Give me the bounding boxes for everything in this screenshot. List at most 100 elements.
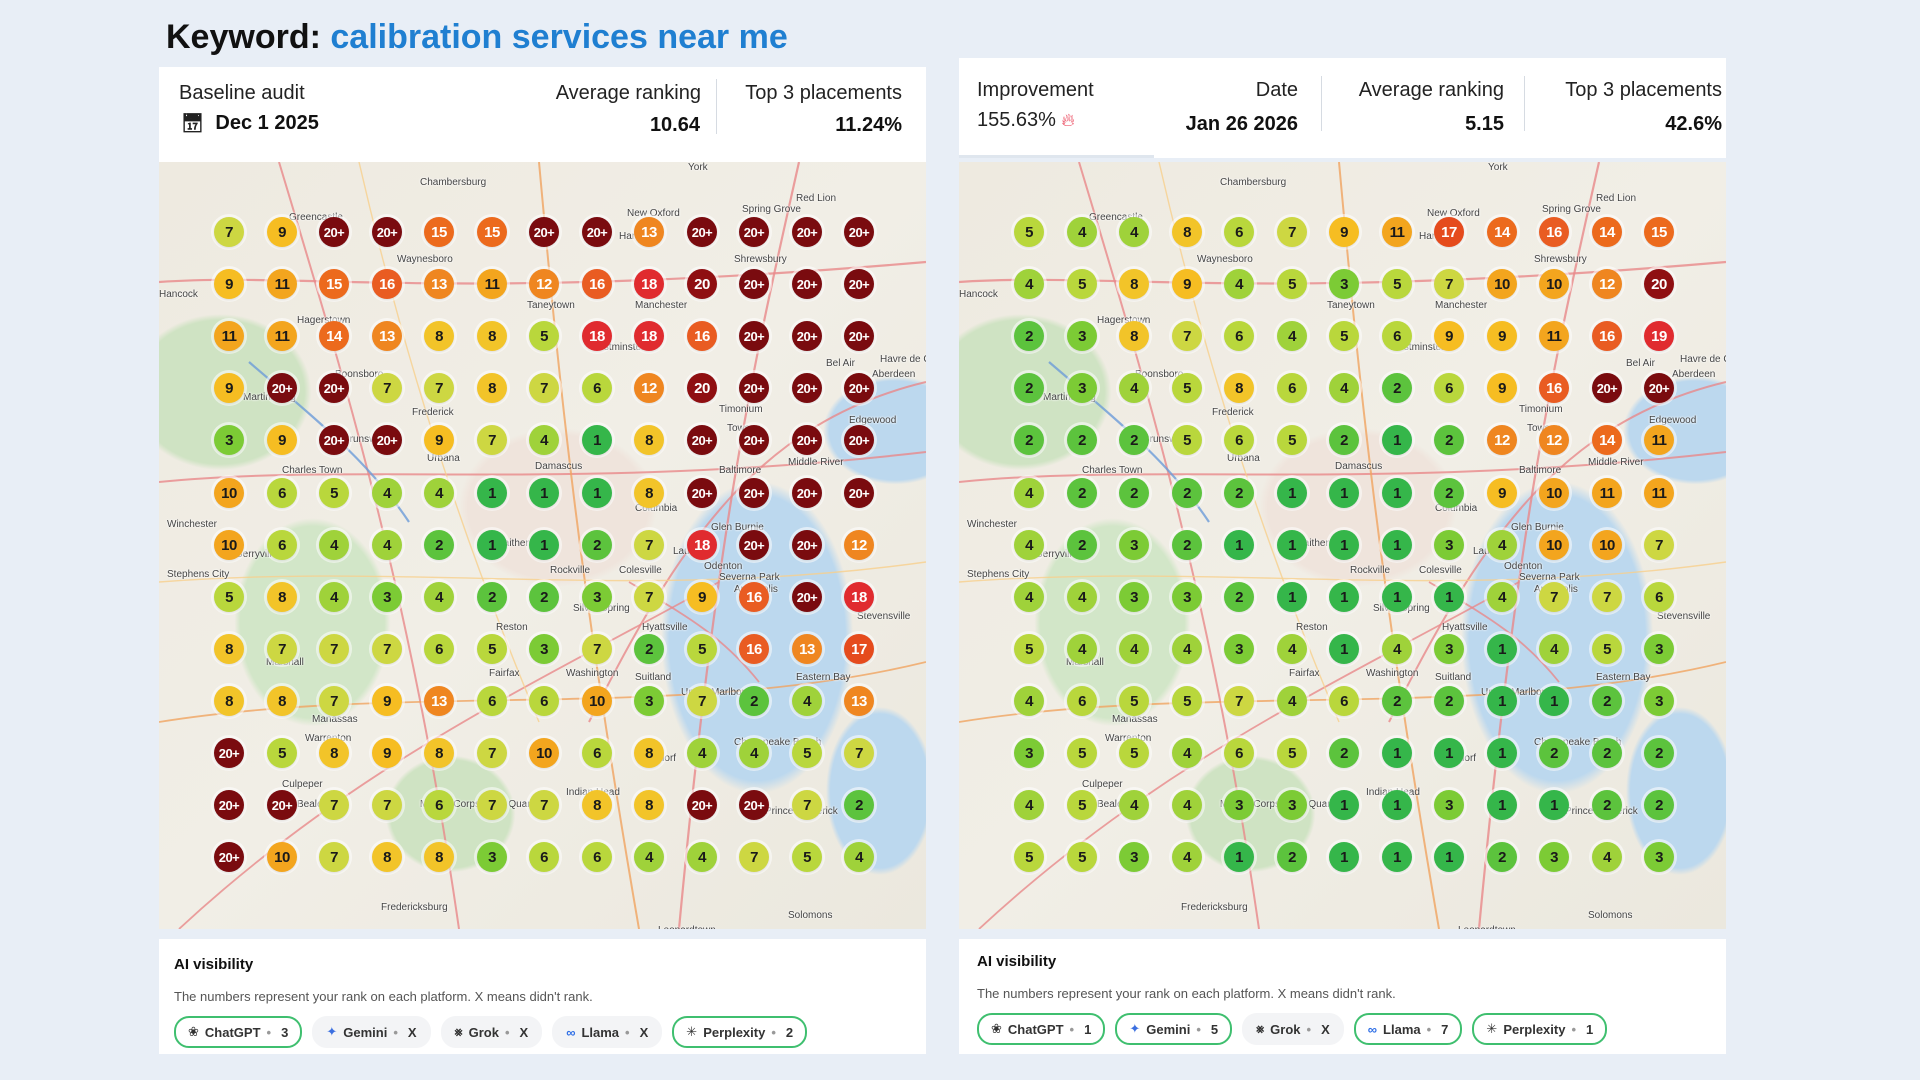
- rank-pin[interactable]: 7: [1224, 686, 1254, 716]
- rank-pin[interactable]: 16: [372, 269, 402, 299]
- rank-pin[interactable]: 11: [1644, 425, 1674, 455]
- rank-pin[interactable]: 11: [267, 321, 297, 351]
- rank-pin[interactable]: 5: [267, 738, 297, 768]
- ai-chip-gemini[interactable]: ✦ Gemini • X: [312, 1016, 431, 1048]
- rank-pin[interactable]: 8: [1172, 217, 1202, 247]
- rank-pin[interactable]: 7: [267, 634, 297, 664]
- rank-pin[interactable]: 11: [1592, 478, 1622, 508]
- rank-pin[interactable]: 9: [267, 425, 297, 455]
- rank-pin[interactable]: 3: [1067, 373, 1097, 403]
- current-rank-map[interactable]: Chambersburg York Red Lion Greencastle Wayne…: [959, 162, 1726, 929]
- rank-pin[interactable]: 4: [739, 738, 769, 768]
- rank-pin[interactable]: 20+: [687, 478, 717, 508]
- rank-pin[interactable]: 4: [1172, 842, 1202, 872]
- rank-pin[interactable]: 7: [372, 634, 402, 664]
- rank-pin[interactable]: 1: [1382, 478, 1412, 508]
- rank-pin[interactable]: 6: [267, 478, 297, 508]
- rank-pin[interactable]: 4: [1277, 634, 1307, 664]
- rank-pin[interactable]: 9: [267, 217, 297, 247]
- rank-pin[interactable]: 20+: [319, 373, 349, 403]
- rank-pin[interactable]: 6: [1329, 686, 1359, 716]
- rank-pin[interactable]: 8: [214, 634, 244, 664]
- rank-pin[interactable]: 1: [1382, 790, 1412, 820]
- rank-pin[interactable]: 8: [372, 842, 402, 872]
- rank-pin[interactable]: 2: [1592, 790, 1622, 820]
- rank-pin[interactable]: 4: [1119, 790, 1149, 820]
- rank-pin[interactable]: 19: [1644, 321, 1674, 351]
- rank-pin[interactable]: 4: [1277, 686, 1307, 716]
- rank-pin[interactable]: 17: [1434, 217, 1464, 247]
- rank-pin[interactable]: 2: [1277, 842, 1307, 872]
- baseline-rank-map[interactable]: Chambersburg York Red Lion Greencastle Wayne…: [159, 162, 926, 929]
- rank-pin[interactable]: 4: [634, 842, 664, 872]
- rank-pin[interactable]: 1: [529, 530, 559, 560]
- rank-pin[interactable]: 4: [1067, 634, 1097, 664]
- rank-pin[interactable]: 20+: [739, 790, 769, 820]
- rank-pin[interactable]: 7: [739, 842, 769, 872]
- rank-pin[interactable]: 20+: [372, 425, 402, 455]
- rank-pin[interactable]: 7: [582, 634, 612, 664]
- rank-pin[interactable]: 20+: [267, 790, 297, 820]
- rank-pin[interactable]: 4: [1119, 217, 1149, 247]
- rank-pin[interactable]: 3: [582, 582, 612, 612]
- rank-pin[interactable]: 15: [424, 217, 454, 247]
- rank-pin[interactable]: 7: [1434, 269, 1464, 299]
- rank-pin[interactable]: 4: [1014, 269, 1044, 299]
- rank-pin[interactable]: 4: [1277, 321, 1307, 351]
- rank-pin[interactable]: 5: [1172, 373, 1202, 403]
- rank-pin[interactable]: 20+: [739, 321, 769, 351]
- rank-pin[interactable]: 5: [792, 842, 822, 872]
- rank-pin[interactable]: 1: [1382, 425, 1412, 455]
- rank-pin[interactable]: 4: [1014, 478, 1044, 508]
- rank-pin[interactable]: 4: [1014, 530, 1044, 560]
- rank-pin[interactable]: 20+: [844, 478, 874, 508]
- rank-pin[interactable]: 2: [1067, 530, 1097, 560]
- rank-pin[interactable]: 2: [1172, 478, 1202, 508]
- rank-pin[interactable]: 5: [1014, 634, 1044, 664]
- rank-pin[interactable]: 1: [1224, 530, 1254, 560]
- rank-pin[interactable]: 4: [1014, 582, 1044, 612]
- rank-pin[interactable]: 20+: [1592, 373, 1622, 403]
- rank-pin[interactable]: 16: [582, 269, 612, 299]
- rank-pin[interactable]: 20+: [582, 217, 612, 247]
- rank-pin[interactable]: 3: [1119, 842, 1149, 872]
- rank-pin[interactable]: 4: [529, 425, 559, 455]
- rank-pin[interactable]: 20+: [844, 425, 874, 455]
- rank-pin[interactable]: 6: [1224, 738, 1254, 768]
- rank-pin[interactable]: 3: [1067, 321, 1097, 351]
- rank-pin[interactable]: 1: [529, 478, 559, 508]
- rank-pin[interactable]: 2: [582, 530, 612, 560]
- rank-pin[interactable]: 1: [1487, 634, 1517, 664]
- rank-pin[interactable]: 20+: [844, 269, 874, 299]
- rank-pin[interactable]: 7: [1277, 217, 1307, 247]
- rank-pin[interactable]: 16: [1592, 321, 1622, 351]
- rank-pin[interactable]: 4: [1119, 634, 1149, 664]
- rank-pin[interactable]: 1: [1539, 790, 1569, 820]
- rank-pin[interactable]: 4: [687, 738, 717, 768]
- rank-pin[interactable]: 20+: [214, 738, 244, 768]
- rank-pin[interactable]: 9: [1329, 217, 1359, 247]
- rank-pin[interactable]: 3: [1224, 790, 1254, 820]
- rank-pin[interactable]: 8: [424, 738, 454, 768]
- rank-pin[interactable]: 5: [1067, 738, 1097, 768]
- rank-pin[interactable]: 20+: [1644, 373, 1674, 403]
- rank-pin[interactable]: 8: [582, 790, 612, 820]
- rank-pin[interactable]: 10: [267, 842, 297, 872]
- rank-pin[interactable]: 4: [1119, 373, 1149, 403]
- rank-pin[interactable]: 2: [1644, 738, 1674, 768]
- rank-pin[interactable]: 5: [529, 321, 559, 351]
- rank-pin[interactable]: 20+: [844, 217, 874, 247]
- rank-pin[interactable]: 1: [1329, 582, 1359, 612]
- rank-pin[interactable]: 1: [1434, 842, 1464, 872]
- rank-pin[interactable]: 5: [792, 738, 822, 768]
- rank-pin[interactable]: 5: [1592, 634, 1622, 664]
- rank-pin[interactable]: 7: [477, 425, 507, 455]
- rank-pin[interactable]: 13: [844, 686, 874, 716]
- rank-pin[interactable]: 20+: [687, 790, 717, 820]
- rank-pin[interactable]: 6: [1434, 373, 1464, 403]
- rank-pin[interactable]: 1: [1277, 582, 1307, 612]
- rank-pin[interactable]: 3: [1539, 842, 1569, 872]
- rank-pin[interactable]: 7: [1539, 582, 1569, 612]
- rank-pin[interactable]: 9: [1172, 269, 1202, 299]
- rank-pin[interactable]: 12: [844, 530, 874, 560]
